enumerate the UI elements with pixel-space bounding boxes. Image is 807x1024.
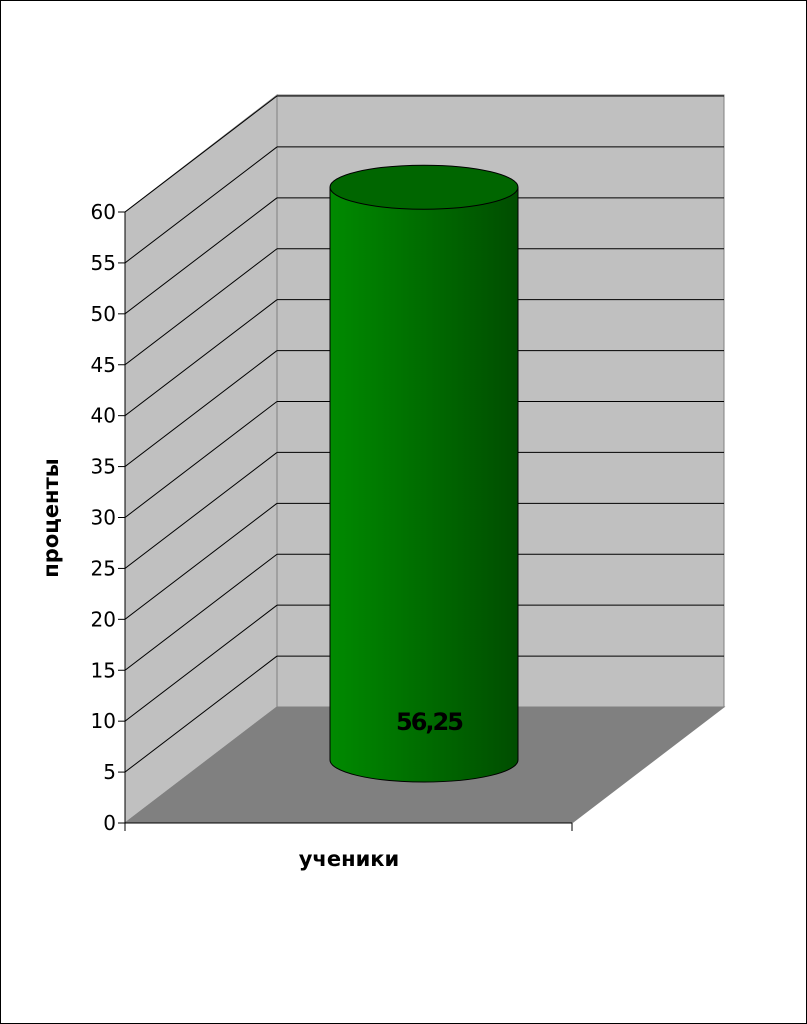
y-tick-label: 25 xyxy=(91,556,116,580)
bar-cylinder-top xyxy=(329,164,519,210)
gridline-side xyxy=(124,401,278,518)
gridline-side xyxy=(124,350,278,467)
x-axis-title: ученики xyxy=(299,847,400,871)
y-tick-label: 5 xyxy=(103,760,116,784)
gridline-side xyxy=(124,553,278,671)
bar-data-label: 56,25 xyxy=(396,708,463,736)
y-tick-label: 35 xyxy=(91,455,116,479)
gridline-side xyxy=(124,502,278,620)
y-axis-title: проценты xyxy=(39,458,63,577)
y-tick-label: 50 xyxy=(91,302,116,326)
y-tick-label: 45 xyxy=(91,353,116,377)
y-tick-label: 0 xyxy=(103,811,116,835)
bars: 56,25 xyxy=(329,164,519,783)
gridline-side xyxy=(124,299,278,417)
bar-cylinder-body xyxy=(329,186,519,783)
gridline-side xyxy=(124,452,278,569)
y-tick-label: 30 xyxy=(91,506,116,530)
gridline-side xyxy=(124,197,278,315)
gridline-side xyxy=(124,248,278,366)
y-axis-ticks: 0 5 10 15 20 25 30 35 40 45 50 55 60 xyxy=(91,200,125,835)
y-tick-label: 40 xyxy=(91,404,116,428)
y-tick-label: 60 xyxy=(91,200,116,224)
gridline-side xyxy=(124,604,278,722)
y-tick-label: 15 xyxy=(91,658,116,682)
y-tick-label: 20 xyxy=(91,607,116,631)
gridline-side xyxy=(124,95,278,213)
y-tick-label: 10 xyxy=(91,709,116,733)
gridline-side xyxy=(124,655,278,773)
y-tick-label: 55 xyxy=(91,251,116,275)
gridline-side xyxy=(124,146,278,264)
